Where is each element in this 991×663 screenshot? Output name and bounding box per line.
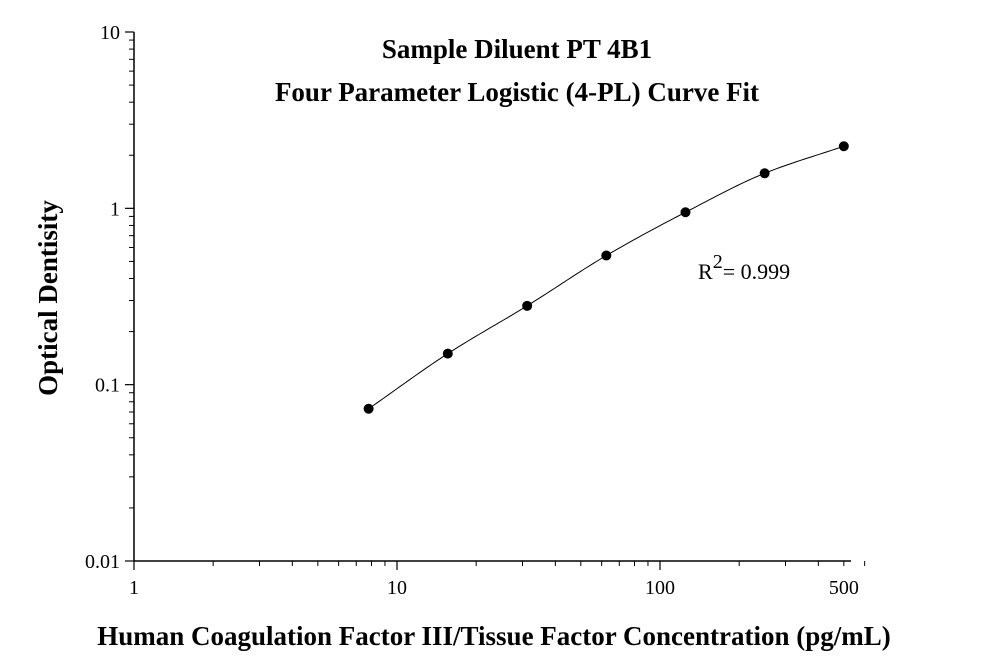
r-squared-base: R [698, 259, 713, 284]
data-point [680, 207, 691, 218]
chart-subtitle: Four Parameter Logistic (4-PL) Curve Fit [275, 77, 759, 107]
y-tick-label: 0.1 [95, 375, 120, 397]
chart-title: Sample Diluent PT 4B1 [382, 34, 652, 64]
axes [133, 32, 851, 562]
x-tick-label: 500 [829, 577, 859, 599]
y-tick-label: 1 [110, 198, 120, 220]
tick-labels: 0.01 0.1 1 10 1 10 100 500 [85, 22, 859, 599]
r-squared-value: = 0.999 [723, 259, 790, 284]
y-axis-label: Optical Dentisity [33, 200, 63, 396]
data-point [363, 403, 374, 414]
data-point [601, 250, 612, 261]
data-point [759, 168, 770, 179]
r-squared-superscript: 2 [713, 251, 723, 273]
data-points [363, 141, 849, 414]
data-point [522, 300, 533, 311]
y-tick-label: 0.01 [85, 551, 120, 573]
data-point [838, 141, 849, 152]
x-tick-label: 1 [129, 577, 139, 599]
ticks [125, 31, 866, 570]
data-point [442, 348, 453, 359]
x-axis-label: Human Coagulation Factor III/Tissue Fact… [97, 621, 891, 651]
x-tick-label: 100 [645, 577, 675, 599]
r-squared-annotation: R2= 0.999 [698, 251, 790, 284]
x-tick-label: 10 [387, 577, 407, 599]
y-tick-label: 10 [100, 22, 120, 44]
